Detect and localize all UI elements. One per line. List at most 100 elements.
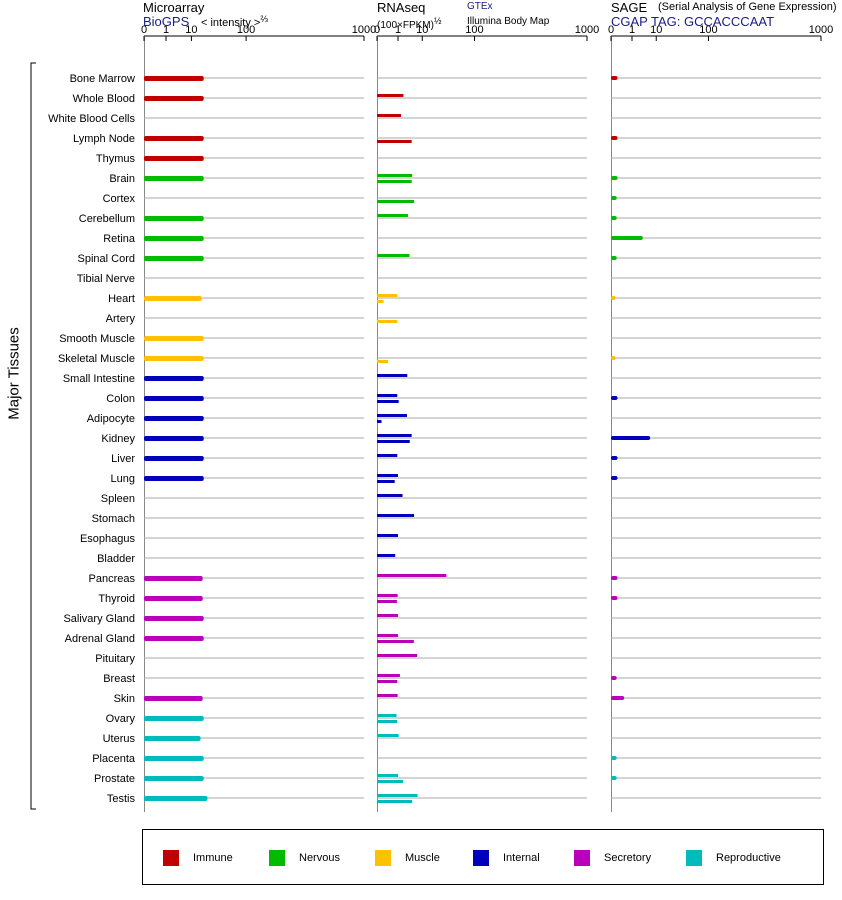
tissue-label: Prostate: [94, 773, 135, 785]
tissue-label: Retina: [103, 233, 136, 245]
sage-bar: [611, 176, 618, 180]
rnaseq_gtex-bar: [377, 294, 398, 297]
microarray-bar: [144, 436, 204, 441]
microarray-unit-exponent: ⅔: [260, 14, 268, 24]
microarray-bar: [144, 96, 204, 101]
sage-bar: [611, 476, 618, 480]
microarray-bar: [144, 716, 204, 721]
tissue-label: Ovary: [106, 713, 136, 725]
legend-item: Nervous: [269, 850, 340, 866]
rnaseq_ibm-bar: [377, 320, 398, 323]
microarray-bar: [144, 216, 204, 221]
legend-label: Reproductive: [716, 852, 781, 864]
rnaseq-tick-label: 1000: [575, 24, 599, 36]
sage-tick-label: 1: [629, 24, 635, 36]
rnaseq_gtex-bar: [377, 454, 398, 457]
tissue-label: Colon: [106, 393, 135, 405]
tissue-label: Bone Marrow: [70, 73, 135, 85]
rnaseq-title: RNAseq: [377, 0, 426, 15]
sage-bar: [611, 136, 618, 140]
rnaseq_gtex-bar: [377, 734, 399, 737]
tissue-label: Skin: [114, 693, 135, 705]
tissue-label: Uterus: [103, 733, 136, 745]
tissue-label: Stomach: [92, 513, 135, 525]
tissue-bracket: [30, 62, 36, 810]
rnaseq_gtex-bar: [377, 394, 398, 397]
sage-bar: [611, 436, 651, 440]
rnaseq_gtex-bar: [377, 534, 398, 537]
sage-bar: [611, 196, 617, 200]
rnaseq_ibm-bar: [377, 800, 413, 803]
tissue-label: Cerebellum: [79, 213, 135, 225]
microarray-tick-label: 1: [163, 24, 169, 36]
sage-bar: [611, 776, 617, 780]
microarray-bar: [144, 736, 201, 741]
rnaseq-unit-exponent: ½: [433, 16, 442, 26]
rnaseq_gtex-bar: [377, 254, 410, 257]
rnaseq_ibm-bar: [377, 420, 382, 423]
sage-tick-label: 10: [650, 24, 662, 36]
microarray-bar: [144, 456, 204, 461]
sage-bar: [611, 576, 618, 580]
microarray-tick-label: 1000: [352, 24, 376, 36]
microarray-bar: [144, 76, 204, 81]
tissue-label: Brain: [109, 173, 135, 185]
sage-bar: [611, 216, 617, 220]
rnaseq_gtex-bar: [377, 574, 447, 577]
sage-subtitle: (Serial Analysis of Gene Expression): [658, 1, 837, 13]
microarray-bar: [144, 296, 202, 301]
rnaseq_gtex-bar: [377, 374, 408, 377]
legend-swatch: [473, 850, 489, 866]
sage-bar: [611, 356, 616, 360]
rnaseq_gtex-bar: [377, 94, 404, 97]
microarray-bar: [144, 396, 204, 401]
rnaseq-tick-label: 0: [374, 24, 380, 36]
rnaseq_gtex-bar: [377, 694, 398, 697]
rnaseq_gtex-bar: [377, 774, 398, 777]
rnaseq_ibm-bar: [377, 140, 412, 143]
legend-item: Muscle: [375, 850, 440, 866]
tissue-label: Spinal Cord: [78, 253, 135, 265]
rnaseq_ibm-bar: [377, 400, 399, 403]
sage-bar: [611, 296, 616, 300]
rnaseq_gtex-bar: [377, 514, 415, 517]
microarray-bar: [144, 696, 203, 701]
tissue-label: Thyroid: [98, 593, 135, 605]
microarray-bar: [144, 576, 203, 581]
rnaseq_gtex-bar: [377, 594, 398, 597]
legend-label: Internal: [503, 852, 540, 864]
legend-label: Secretory: [604, 852, 652, 864]
rnaseq-tick-label: 10: [416, 24, 428, 36]
microarray-source-link[interactable]: BioGPS: [143, 14, 190, 29]
rnaseq_gtex-bar: [377, 214, 408, 217]
rnaseq_ibm-bar: [377, 360, 389, 363]
legend-label: Immune: [193, 852, 233, 864]
illumina-source-label: Illumina Body Map: [467, 16, 550, 27]
tissue-label: Heart: [108, 293, 135, 305]
sage-tick-label: 100: [699, 24, 717, 36]
microarray-bar: [144, 796, 208, 801]
sage-title: SAGE: [611, 0, 648, 15]
microarray-unit: < intensity >⅔: [201, 15, 268, 29]
legend-item: Reproductive: [686, 850, 781, 866]
tissue-label: Small Intestine: [63, 373, 135, 385]
sage-bar: [611, 596, 618, 600]
microarray-bar: [144, 236, 204, 241]
tissue-label: Thymus: [96, 153, 136, 165]
rnaseq_gtex-bar: [377, 474, 398, 477]
sage-bar: [611, 256, 617, 260]
rnaseq_ibm-bar: [377, 780, 404, 783]
sage-tag-link[interactable]: CGAP TAG: GCCACCCAAT: [611, 14, 775, 29]
sage-bar: [611, 696, 625, 700]
tissue-label: Bladder: [97, 553, 135, 565]
tissue-label: Skeletal Muscle: [58, 353, 135, 365]
rnaseq_gtex-bar: [377, 414, 407, 417]
rnaseq_gtex-bar: [377, 654, 418, 657]
rnaseq_ibm-bar: [377, 680, 398, 683]
microarray-bar: [144, 256, 204, 261]
rnaseq-tick-label: 100: [465, 24, 483, 36]
tissue-label: Pituitary: [95, 653, 135, 665]
rnaseq_gtex-bar: [377, 614, 398, 617]
gtex-source-link[interactable]: GTEx: [467, 1, 493, 12]
tissue-label: Adipocyte: [87, 413, 135, 425]
